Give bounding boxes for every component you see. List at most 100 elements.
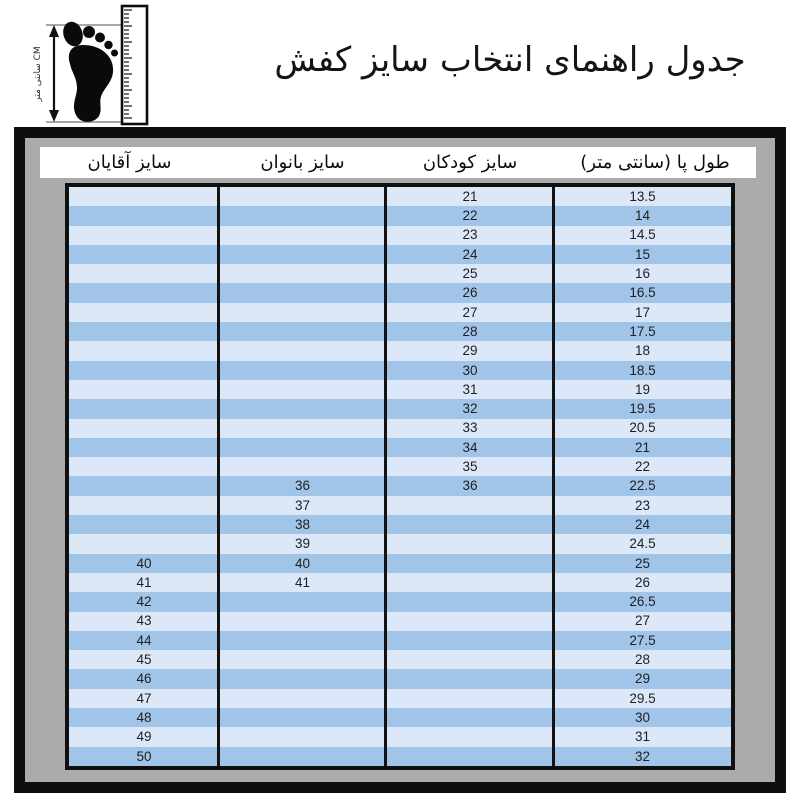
cell-children_size: 25 <box>462 266 478 282</box>
cell-men_size <box>69 534 219 553</box>
cell-men_size: 40 <box>136 555 152 571</box>
cell-men_size <box>69 515 219 534</box>
cell-men_size: 44 <box>136 632 152 648</box>
column-separator <box>552 187 555 766</box>
table-row: 21 34 <box>69 437 731 458</box>
cell-men_size: 43 <box>136 613 152 629</box>
cell-foot_length_cm: 17 <box>634 304 651 320</box>
cell-children_size <box>386 727 554 746</box>
cell-men_size: 49 <box>136 729 152 745</box>
footprint-icon <box>63 21 118 122</box>
cell-women_size <box>219 322 386 341</box>
table-row: 25 40 40 <box>69 553 731 573</box>
cell-foot_length_cm: 17.5 <box>629 323 656 339</box>
cell-foot_length_cm: 14.5 <box>629 227 656 243</box>
table-row: 31 49 <box>69 727 731 747</box>
cell-children_size: 24 <box>462 246 478 262</box>
cell-men_size <box>69 226 219 245</box>
cell-women_size <box>219 361 386 380</box>
table-row: 19 31 <box>69 379 731 400</box>
cell-children_size: 34 <box>462 439 478 455</box>
cell-foot_length_cm: 31 <box>634 729 651 745</box>
cell-children_size: 30 <box>462 362 478 378</box>
cell-women_size <box>219 689 386 708</box>
column-header-children-size: سایز کودکان <box>422 152 518 173</box>
cell-children_size: 28 <box>462 323 478 339</box>
cell-foot_length_cm: 29 <box>634 671 651 687</box>
cell-women_size <box>219 264 386 283</box>
cell-foot_length_cm: 21 <box>634 439 651 455</box>
cell-men_size <box>69 322 219 341</box>
ruler-ticks <box>124 9 132 119</box>
table-row: 28 45 <box>69 650 731 670</box>
cell-women_size <box>219 669 386 688</box>
cell-children_size: 27 <box>462 304 478 320</box>
cell-foot_length_cm: 26 <box>634 574 651 590</box>
measure-arrow-icon <box>49 25 59 122</box>
table-row: 13.5 21 <box>69 187 731 207</box>
cell-foot_length_cm: 23 <box>634 497 651 513</box>
cell-foot_length_cm: 19 <box>634 381 651 397</box>
cell-children_size <box>386 631 554 650</box>
cell-women_size <box>219 650 386 669</box>
table-row: 15 24 <box>69 244 731 265</box>
table-row: 17 27 <box>69 302 731 323</box>
cell-foot_length_cm: 15 <box>634 246 651 262</box>
cell-men_size <box>69 438 219 457</box>
column-header-foot-length: طول پا (سانتی متر) <box>580 152 730 173</box>
cell-men_size <box>69 419 219 438</box>
cell-children_size: 26 <box>462 285 478 301</box>
cell-children_size <box>386 573 554 592</box>
cell-foot_length_cm: 16.5 <box>629 285 656 301</box>
cell-men_size <box>69 399 219 418</box>
foot-measure-icon: CM سانتی متر <box>33 4 149 126</box>
cell-foot_length_cm: 19.5 <box>629 401 656 417</box>
cell-men_size: 48 <box>136 709 152 725</box>
cell-men_size <box>69 361 219 380</box>
cell-foot_length_cm: 24 <box>634 516 651 532</box>
cell-children_size: 31 <box>462 381 478 397</box>
cell-children_size: 35 <box>462 459 478 475</box>
cell-women_size <box>219 226 386 245</box>
table-row: 19.5 32 <box>69 399 731 419</box>
cell-men_size <box>69 245 219 264</box>
table-row: 29.5 47 <box>69 688 731 709</box>
cell-women_size: 37 <box>294 497 311 513</box>
table-row: 30 48 <box>69 708 731 728</box>
cell-women_size <box>219 631 386 650</box>
cell-foot_length_cm: 22 <box>634 459 651 475</box>
cell-women_size: 39 <box>294 536 311 552</box>
cell-women_size <box>219 245 386 264</box>
cell-children_size: 23 <box>462 227 478 243</box>
cell-women_size <box>219 206 386 225</box>
cell-women_size <box>219 708 386 727</box>
cell-children_size <box>386 612 554 631</box>
cell-foot_length_cm: 20.5 <box>629 420 656 436</box>
cell-foot_length_cm: 25 <box>634 555 651 571</box>
size-table-body: 13.5 21 14 22 14.5 23 15 24 16 25 16.5 26 17 27 17.5 28… <box>69 187 731 766</box>
cell-men_size <box>69 264 219 283</box>
cell-women_size <box>219 303 386 322</box>
table-row: 16.5 26 <box>69 283 731 303</box>
cell-children_size <box>386 650 554 669</box>
table-row: 18 29 <box>69 341 731 361</box>
cell-children_size: 36 <box>462 478 478 494</box>
cell-men_size: 50 <box>136 748 152 764</box>
cell-children_size <box>386 708 554 727</box>
cell-men_size <box>69 341 219 360</box>
cell-women_size <box>219 747 386 766</box>
cell-men_size: 42 <box>136 594 152 610</box>
table-row: 23 37 <box>69 495 731 516</box>
cell-men_size <box>69 283 219 302</box>
cell-women_size <box>219 283 386 302</box>
cell-men_size: 46 <box>136 671 152 687</box>
cell-children_size <box>386 592 554 611</box>
cell-women_size: 40 <box>294 555 311 571</box>
page-title: جدول راهنمای انتخاب سایز کفش <box>274 40 746 80</box>
table-row: 14.5 23 <box>69 225 731 245</box>
cell-foot_length_cm: 28 <box>634 652 651 668</box>
table-row: 16 25 <box>69 264 731 284</box>
table-row: 20.5 33 <box>69 418 731 438</box>
cell-foot_length_cm: 29.5 <box>629 690 656 706</box>
